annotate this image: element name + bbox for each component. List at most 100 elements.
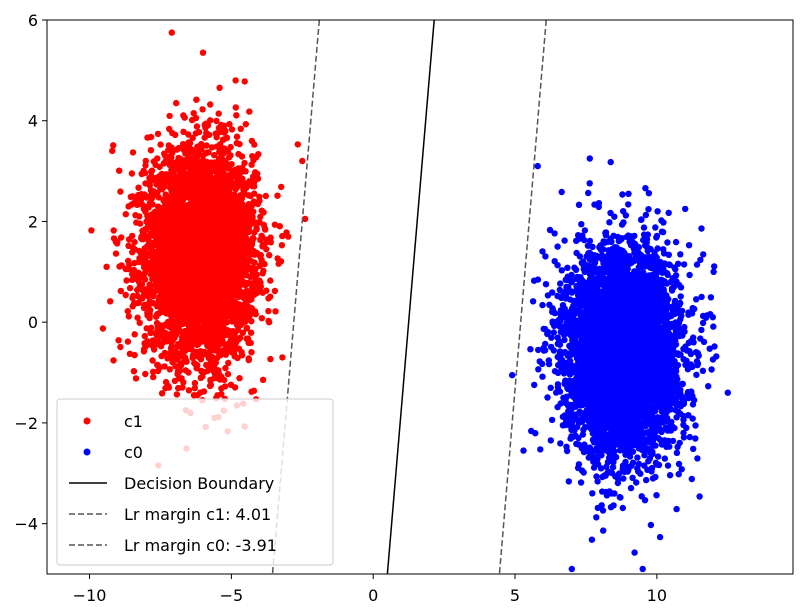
- series-c1: [88, 29, 309, 469]
- point-c1: [157, 343, 165, 350]
- point-c1: [177, 245, 184, 252]
- point-c1: [214, 392, 221, 399]
- point-c1: [172, 131, 179, 139]
- point-c1: [190, 209, 198, 217]
- point-c1: [251, 141, 258, 148]
- point-c1: [198, 263, 205, 270]
- point-c1: [203, 142, 210, 149]
- point-c1: [242, 121, 249, 128]
- point-c1: [171, 165, 178, 173]
- point-c1: [259, 270, 266, 277]
- point-c1: [211, 369, 218, 377]
- point-c1: [227, 143, 234, 151]
- point-c1: [217, 191, 224, 199]
- point-c1: [112, 250, 120, 257]
- point-c1: [236, 375, 243, 382]
- point-c1: [160, 223, 168, 230]
- point-c1: [193, 248, 200, 255]
- point-c1: [129, 294, 136, 302]
- point-c1: [215, 110, 222, 117]
- point-c1: [142, 370, 149, 378]
- point-c1: [248, 318, 255, 325]
- point-c1: [212, 296, 219, 304]
- point-c1: [232, 104, 239, 111]
- point-c1: [129, 303, 136, 310]
- point-c1: [239, 303, 247, 310]
- point-c1: [198, 367, 205, 375]
- point-c1: [208, 144, 216, 151]
- point-c1: [193, 163, 200, 170]
- point-c1: [189, 312, 196, 319]
- point-c1: [183, 205, 190, 212]
- point-c1: [225, 327, 233, 334]
- point-c1: [178, 199, 186, 207]
- point-c1: [151, 256, 158, 264]
- point-c1: [202, 234, 209, 242]
- point-c1: [248, 349, 255, 356]
- point-c1: [220, 310, 227, 317]
- point-c1: [141, 301, 149, 308]
- point-c1: [148, 167, 156, 174]
- point-c1: [199, 152, 207, 159]
- point-c1: [173, 99, 180, 107]
- point-c1: [265, 307, 272, 315]
- point-c1: [228, 126, 236, 133]
- point-c1: [265, 319, 273, 326]
- point-c1: [188, 320, 196, 327]
- point-c1: [125, 236, 133, 243]
- point-c1: [258, 207, 265, 214]
- point-c1: [166, 159, 173, 166]
- point-c1: [190, 110, 197, 117]
- point-c1: [183, 214, 190, 222]
- point-c1: [168, 354, 175, 361]
- point-c1: [135, 184, 142, 191]
- point-c1: [205, 149, 212, 156]
- point-c1: [211, 151, 218, 159]
- point-c1: [185, 131, 192, 138]
- point-c1: [278, 183, 285, 191]
- point-c1: [125, 257, 132, 265]
- point-c1: [162, 378, 170, 386]
- point-c1: [177, 360, 184, 367]
- point-c1: [176, 308, 183, 316]
- point-c1: [188, 146, 196, 153]
- point-c1: [262, 226, 269, 233]
- point-c1: [245, 355, 252, 362]
- point-c1: [180, 379, 187, 386]
- point-c1: [174, 371, 181, 378]
- point-c1: [131, 351, 138, 359]
- point-c1: [125, 242, 132, 249]
- point-c1: [279, 232, 286, 240]
- point-c1: [272, 308, 279, 315]
- point-c1: [170, 297, 178, 304]
- point-c1: [157, 185, 164, 192]
- point-c1: [242, 247, 250, 254]
- point-c1: [202, 206, 210, 213]
- point-c1: [150, 368, 157, 375]
- point-c1: [141, 191, 148, 198]
- point-c1: [163, 243, 170, 251]
- point-c1: [180, 314, 187, 321]
- point-c1: [158, 390, 166, 397]
- point-c1: [110, 357, 117, 364]
- point-c1: [200, 388, 208, 395]
- point-c1: [193, 288, 201, 295]
- point-c1: [256, 193, 263, 200]
- point-c1: [191, 385, 198, 392]
- point-c1: [274, 255, 281, 262]
- point-c1: [194, 319, 201, 327]
- point-c1: [178, 166, 185, 173]
- point-c1: [203, 350, 210, 358]
- point-c1: [177, 278, 184, 285]
- point-c1: [216, 84, 223, 92]
- point-c1: [115, 337, 122, 344]
- point-c1: [218, 373, 225, 380]
- point-c1: [218, 151, 225, 158]
- point-c1: [158, 233, 166, 241]
- point-c1: [271, 221, 279, 228]
- point-c1: [147, 329, 154, 337]
- point-c1: [247, 242, 255, 250]
- point-c1: [207, 377, 214, 385]
- point-c1: [239, 175, 246, 182]
- point-c1: [193, 348, 200, 355]
